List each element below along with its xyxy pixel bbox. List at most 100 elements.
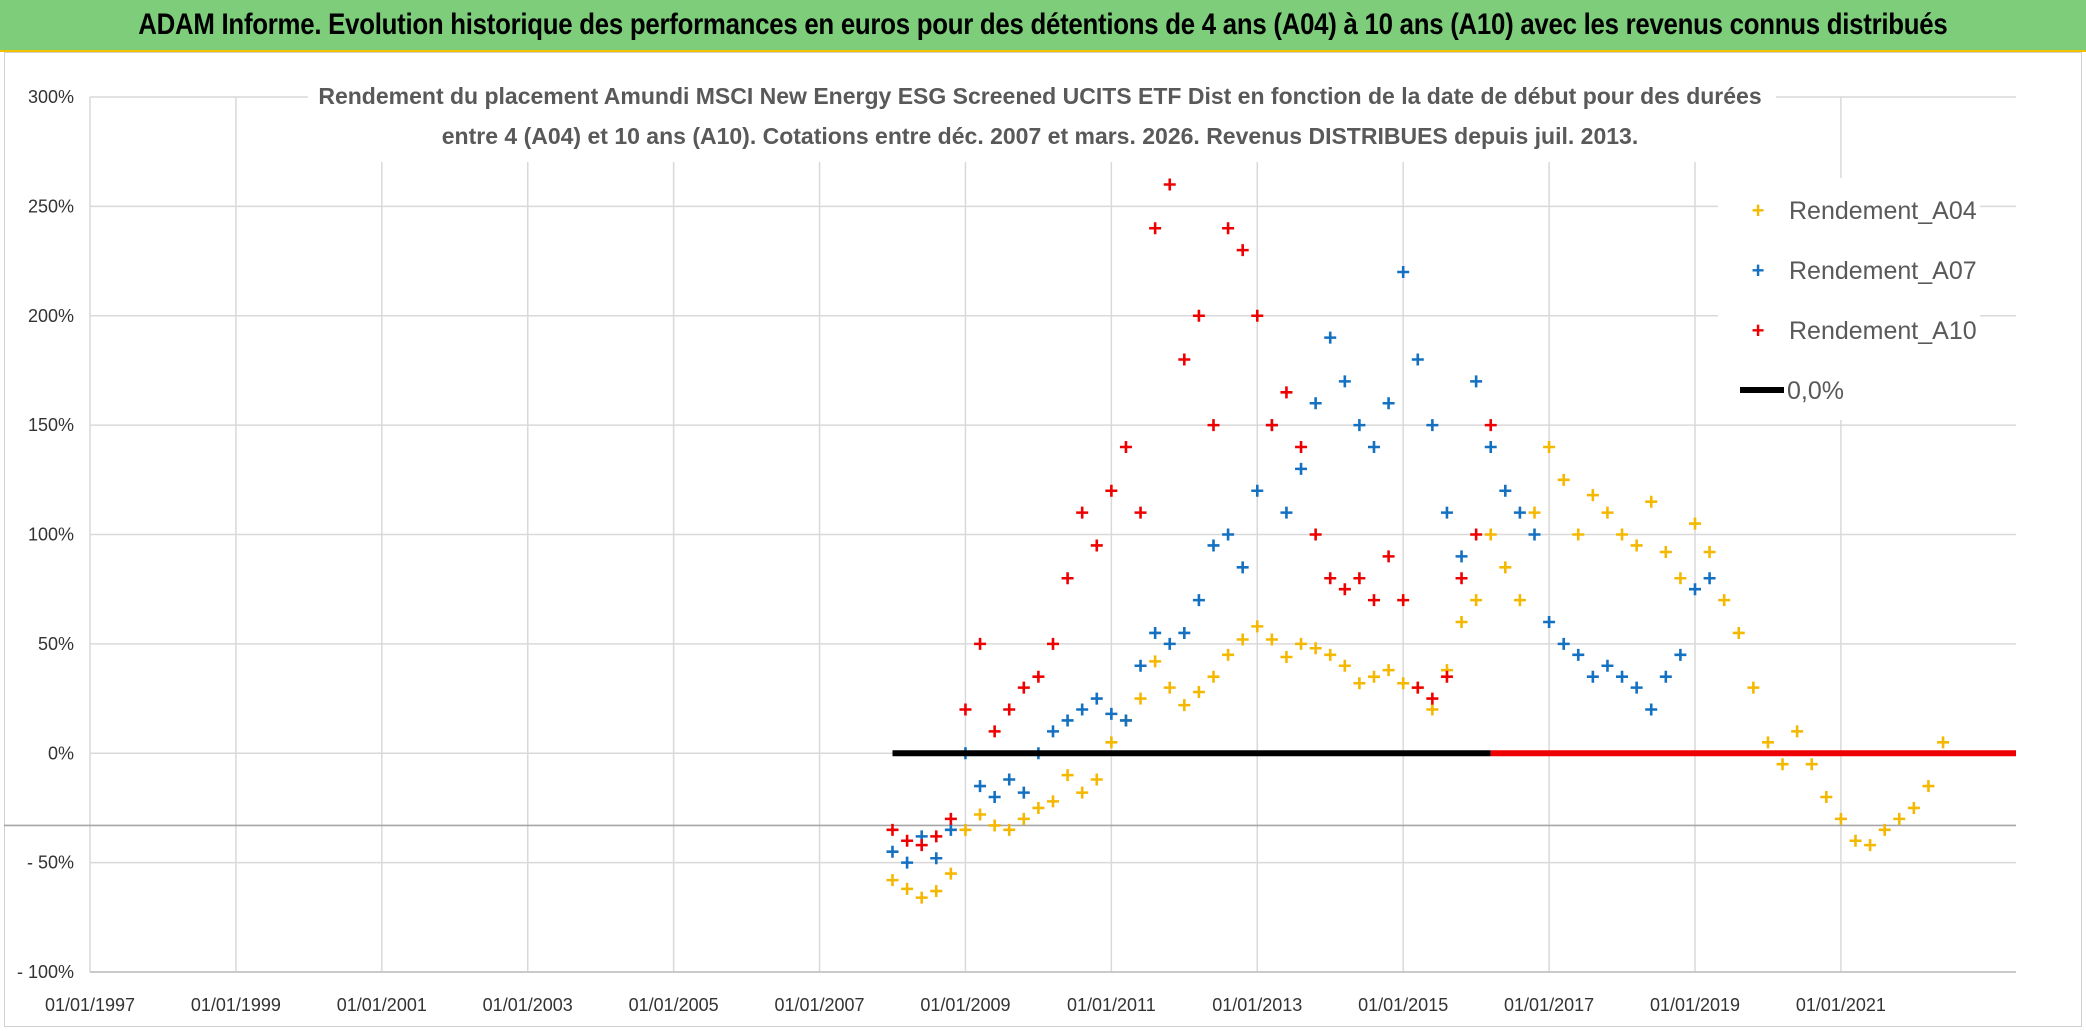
report-banner: ADAM Informe. Evolution historique des p… [0,0,2086,52]
data-point [1470,375,1483,388]
y-tick-label: 300% [28,87,74,107]
data-point [1295,462,1308,475]
data-point [974,780,987,793]
data-point [1791,725,1804,738]
data-point [1382,397,1395,410]
y-tick-label: - 50% [27,853,74,873]
x-tick-label: 01/01/2017 [1504,995,1594,1015]
data-point [1236,633,1249,646]
data-point [1689,517,1701,530]
data-point [1718,594,1731,607]
data-point [1149,655,1162,668]
chart-title-background [308,76,1776,162]
data-point [1645,495,1658,508]
data-point [1572,528,1585,541]
data-point [1309,528,1322,541]
data-point [1353,677,1366,690]
data-point [1761,736,1774,749]
data-point [1543,441,1556,453]
legend-marker-a04: + [1752,198,1765,223]
x-tick-label: 01/01/2005 [629,995,719,1015]
data-point [1484,419,1497,432]
data-point [1163,637,1176,650]
data-point [1572,648,1585,661]
data-point [988,819,1001,832]
data-point [1134,659,1147,672]
y-tick-label: - 100% [17,962,74,982]
data-point [1455,572,1468,585]
data-point [1368,441,1380,453]
data-point [1105,736,1118,749]
data-point [886,845,899,858]
data-point [1265,633,1278,646]
data-point [1747,681,1760,694]
data-point [1513,506,1526,519]
data-point [1470,528,1483,541]
chart-title-line-1: Rendement du placement Amundi MSCI New E… [318,83,1761,109]
data-point [1280,651,1293,663]
data-point [1426,703,1439,716]
data-point [959,703,972,716]
data-point [1251,484,1264,497]
x-tick-label: 01/01/2003 [483,995,573,1015]
legend-background [1718,178,1980,420]
data-point [1382,550,1395,563]
data-point [1163,178,1176,191]
data-point [1003,823,1016,836]
data-point [959,823,972,836]
data-point [1061,714,1074,727]
x-tick-label: 01/01/2007 [774,995,864,1015]
data-point [1513,594,1526,607]
data-point [1499,484,1512,497]
legend-label-a07: Rendement_A07 [1789,257,1977,285]
data-point [1076,786,1089,799]
data-point [1499,561,1512,574]
data-point [1484,441,1497,453]
data-point [1893,812,1906,825]
data-point [1338,583,1351,596]
data-point [1338,375,1351,388]
data-point [1674,572,1687,585]
data-point [1192,594,1205,607]
data-point [1543,616,1556,628]
data-point [1017,812,1030,825]
legend-entry-a04: + Rendement_A04 [1752,197,1977,225]
data-point [1820,791,1833,803]
data-point [1601,659,1614,672]
data-point [1659,546,1672,558]
y-tick-label: 0% [48,743,74,763]
data-point [1353,419,1366,432]
data-point [1207,419,1220,432]
series-rendement-a04 [886,441,1950,904]
data-point [1557,637,1570,650]
legend-marker-a07: + [1752,258,1765,283]
data-point [901,856,914,869]
data-point [974,637,987,650]
y-tick-label: 250% [28,196,74,216]
data-point [1630,681,1643,694]
data-point [1178,626,1191,639]
legend-entry-zero: 0,0% [1740,377,1844,405]
x-axis-ticks: 01/01/1997 01/01/1999 01/01/2001 01/01/2003… [45,995,1886,1015]
x-tick-label: 01/01/2019 [1650,995,1740,1015]
data-point [944,867,957,880]
data-point [1105,484,1118,497]
data-point [1309,397,1322,410]
series-rendement-a10 [886,178,1497,852]
data-point [1032,801,1045,814]
data-point [1937,736,1950,749]
y-tick-label: 50% [38,634,74,654]
data-point [1207,670,1220,683]
data-point [1455,616,1468,628]
data-point [1149,222,1162,235]
data-point [1397,266,1410,278]
x-tick-label: 01/01/2009 [920,995,1010,1015]
x-tick-label: 01/01/2001 [337,995,427,1015]
legend-label-a04: Rendement_A04 [1789,197,1977,225]
legend-label-zero: 0,0% [1787,377,1844,405]
data-point [1047,795,1059,808]
data-point [1557,473,1570,486]
data-point [1528,528,1541,541]
data-point [1003,773,1016,786]
